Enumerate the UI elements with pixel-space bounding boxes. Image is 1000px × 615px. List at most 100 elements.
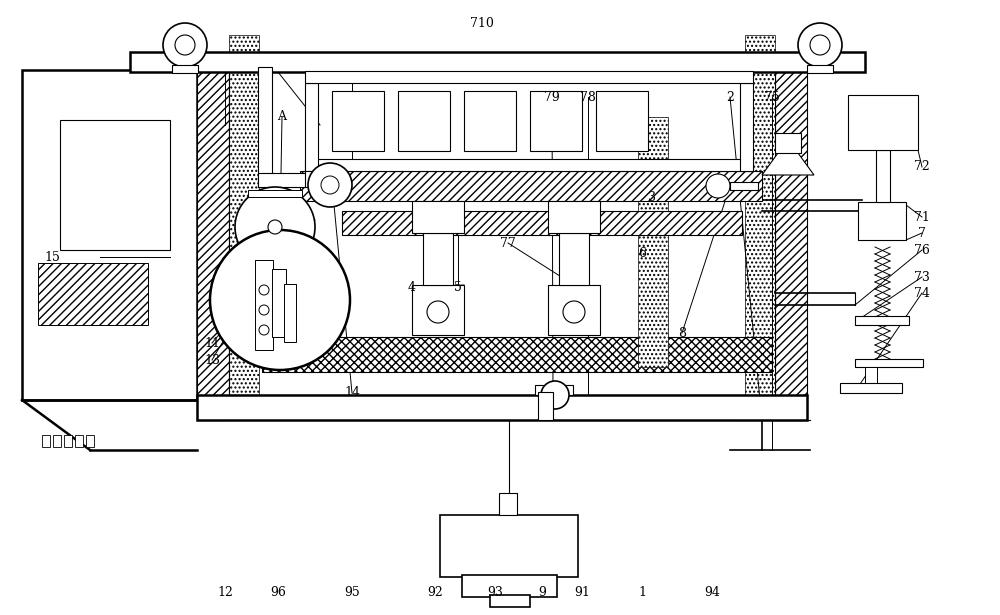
Circle shape (259, 305, 269, 315)
Text: 92: 92 (427, 587, 443, 600)
Text: 76: 76 (914, 244, 930, 256)
Circle shape (321, 176, 339, 194)
Text: 15: 15 (44, 250, 60, 263)
Text: 91: 91 (574, 587, 590, 600)
Bar (258, 173, 308, 187)
Text: 3: 3 (648, 191, 656, 204)
Bar (412, 201, 464, 233)
Bar (535, 385, 573, 395)
Text: 72: 72 (914, 161, 930, 173)
Bar (775, 60, 807, 420)
Bar (258, 67, 272, 187)
Bar (596, 91, 648, 151)
Text: 77: 77 (500, 237, 516, 250)
Bar (855, 316, 909, 325)
Text: 710: 710 (470, 17, 494, 30)
Circle shape (210, 230, 350, 370)
Text: 6: 6 (638, 247, 646, 260)
Bar (407, 71, 433, 171)
Bar (229, 60, 775, 395)
Circle shape (259, 285, 269, 295)
Text: 95: 95 (344, 587, 360, 600)
Bar (475, 71, 501, 171)
Text: 73: 73 (914, 271, 930, 284)
Bar (548, 285, 600, 335)
Text: 74: 74 (914, 287, 930, 300)
Bar (745, 35, 775, 395)
Bar (848, 95, 918, 150)
Bar (855, 359, 923, 367)
Text: 93: 93 (487, 587, 503, 600)
Text: 75: 75 (764, 90, 780, 103)
Bar (398, 91, 450, 151)
Text: 8: 8 (678, 327, 686, 339)
Bar (342, 211, 742, 235)
Text: 11: 11 (204, 336, 220, 349)
Circle shape (563, 301, 585, 323)
Circle shape (268, 220, 282, 234)
Text: 96: 96 (270, 587, 286, 600)
Bar (305, 83, 318, 171)
Bar (332, 91, 384, 151)
Bar (740, 83, 753, 171)
Text: 1: 1 (638, 587, 646, 600)
Bar (559, 233, 589, 285)
Bar (305, 71, 753, 83)
Bar (730, 182, 758, 190)
Bar (64, 435, 72, 447)
Bar (876, 150, 890, 202)
Bar (440, 515, 578, 577)
Text: 5: 5 (454, 280, 462, 293)
Bar (262, 337, 772, 372)
Text: 78: 78 (580, 90, 596, 103)
Bar (300, 171, 762, 201)
Circle shape (798, 23, 842, 67)
Bar (305, 171, 319, 187)
Bar (638, 117, 668, 367)
Polygon shape (762, 153, 814, 175)
Bar (272, 269, 286, 337)
Bar (305, 159, 753, 171)
Circle shape (706, 174, 730, 198)
Bar (538, 392, 553, 420)
Bar (130, 52, 865, 72)
Bar (248, 190, 302, 197)
Bar (530, 91, 582, 151)
Text: 79: 79 (544, 90, 560, 103)
Text: 13: 13 (204, 354, 220, 367)
Bar (840, 383, 902, 393)
Bar (284, 284, 296, 342)
Circle shape (427, 301, 449, 323)
Text: 2: 2 (726, 90, 734, 103)
Bar (318, 82, 750, 160)
Circle shape (175, 35, 195, 55)
Circle shape (259, 325, 269, 335)
Bar (38, 263, 148, 325)
Circle shape (541, 381, 569, 409)
Bar (490, 595, 530, 607)
Bar (858, 202, 906, 240)
Bar (22, 70, 197, 400)
Bar (42, 435, 50, 447)
Text: 12: 12 (217, 587, 233, 600)
Bar (807, 65, 833, 73)
Bar (462, 575, 557, 597)
Bar (464, 91, 516, 151)
Bar (412, 285, 464, 335)
Text: 9: 9 (538, 587, 546, 600)
Bar (172, 65, 198, 73)
Bar (865, 367, 877, 387)
Bar (197, 60, 229, 420)
Bar (229, 35, 259, 395)
Bar (86, 435, 94, 447)
Text: 94: 94 (704, 587, 720, 600)
Bar (775, 133, 801, 153)
Bar (60, 120, 170, 250)
Bar (197, 395, 807, 420)
Circle shape (163, 23, 207, 67)
Bar (255, 260, 273, 350)
Text: 4: 4 (408, 280, 416, 293)
Text: A: A (278, 111, 287, 124)
Bar (609, 71, 635, 171)
Bar (543, 71, 569, 171)
